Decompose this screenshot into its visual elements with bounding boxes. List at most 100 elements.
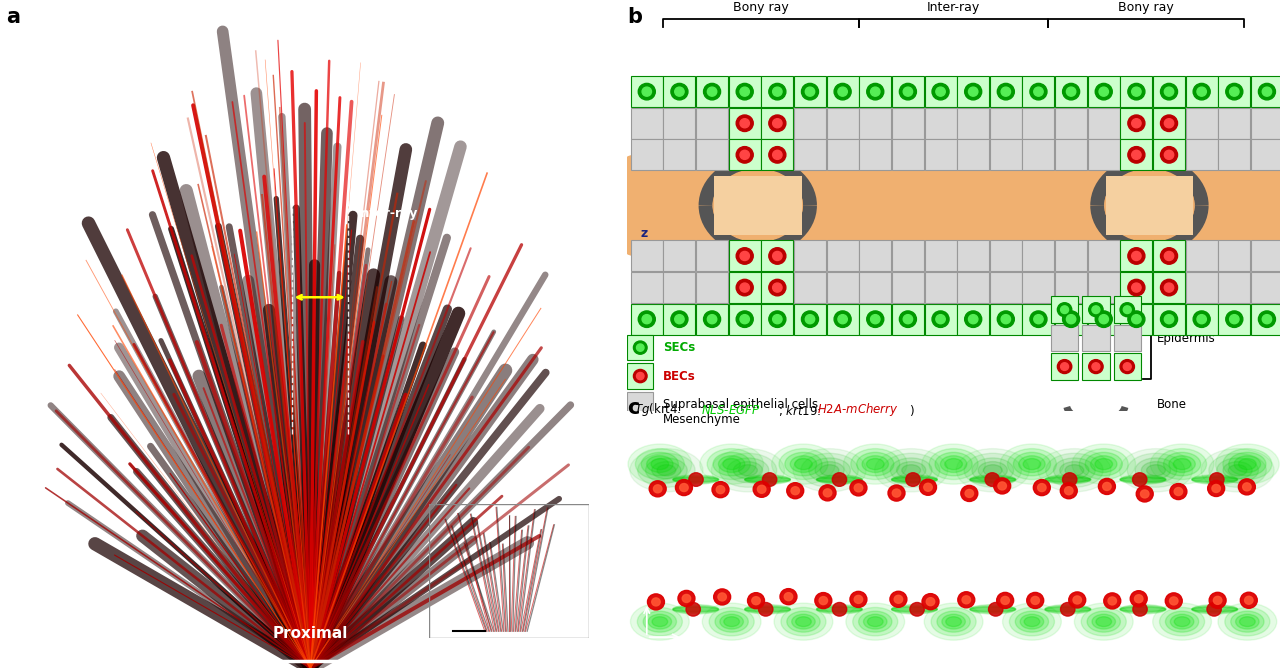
Circle shape — [910, 603, 924, 616]
FancyBboxPatch shape — [924, 76, 956, 107]
Text: x: x — [46, 602, 54, 615]
Circle shape — [1244, 597, 1253, 605]
Text: Epidermis: Epidermis — [1157, 331, 1216, 345]
Ellipse shape — [817, 606, 863, 613]
FancyBboxPatch shape — [957, 108, 989, 139]
FancyBboxPatch shape — [957, 304, 989, 335]
Ellipse shape — [1044, 475, 1091, 484]
Circle shape — [1100, 87, 1108, 96]
Ellipse shape — [1135, 458, 1176, 482]
FancyBboxPatch shape — [663, 76, 695, 107]
Circle shape — [965, 311, 982, 327]
Ellipse shape — [790, 456, 817, 472]
Ellipse shape — [1222, 462, 1252, 479]
Ellipse shape — [733, 462, 763, 479]
Ellipse shape — [739, 465, 758, 476]
Circle shape — [1165, 593, 1183, 609]
Ellipse shape — [970, 605, 1015, 614]
Ellipse shape — [712, 449, 785, 492]
Circle shape — [1062, 84, 1079, 100]
FancyBboxPatch shape — [827, 140, 859, 170]
Circle shape — [1174, 488, 1183, 496]
Ellipse shape — [817, 478, 863, 482]
Circle shape — [801, 311, 818, 327]
Ellipse shape — [817, 605, 863, 614]
Ellipse shape — [856, 452, 893, 476]
Circle shape — [718, 593, 727, 601]
Circle shape — [769, 311, 786, 327]
Circle shape — [1120, 359, 1134, 373]
Circle shape — [1140, 490, 1149, 498]
FancyBboxPatch shape — [1055, 140, 1087, 170]
Circle shape — [867, 311, 883, 327]
FancyBboxPatch shape — [631, 240, 663, 271]
FancyBboxPatch shape — [989, 108, 1021, 139]
Circle shape — [636, 344, 644, 351]
Circle shape — [1057, 359, 1071, 373]
Ellipse shape — [1071, 444, 1135, 484]
Circle shape — [773, 87, 782, 96]
Circle shape — [1030, 597, 1039, 605]
FancyBboxPatch shape — [794, 304, 826, 335]
Circle shape — [1120, 303, 1134, 317]
Circle shape — [740, 283, 749, 292]
Circle shape — [740, 315, 749, 324]
Circle shape — [1240, 593, 1257, 609]
FancyBboxPatch shape — [762, 108, 794, 139]
Circle shape — [1030, 84, 1047, 100]
Ellipse shape — [859, 611, 892, 632]
Ellipse shape — [1142, 462, 1171, 479]
Circle shape — [736, 115, 753, 132]
Text: Proximal: Proximal — [273, 627, 348, 641]
Circle shape — [791, 487, 800, 495]
FancyBboxPatch shape — [696, 108, 728, 139]
Ellipse shape — [745, 606, 791, 613]
Ellipse shape — [1201, 449, 1274, 492]
Circle shape — [1170, 484, 1187, 500]
Ellipse shape — [628, 444, 691, 484]
Ellipse shape — [1229, 465, 1247, 476]
FancyBboxPatch shape — [924, 272, 956, 303]
Ellipse shape — [882, 454, 940, 487]
Circle shape — [815, 593, 832, 609]
Circle shape — [892, 489, 901, 497]
FancyBboxPatch shape — [631, 140, 663, 170]
Circle shape — [997, 311, 1014, 327]
Ellipse shape — [942, 615, 965, 629]
FancyBboxPatch shape — [1219, 272, 1251, 303]
FancyBboxPatch shape — [1055, 240, 1087, 271]
FancyBboxPatch shape — [1153, 240, 1185, 271]
FancyBboxPatch shape — [762, 76, 794, 107]
FancyBboxPatch shape — [957, 140, 989, 170]
FancyBboxPatch shape — [1082, 325, 1110, 351]
FancyBboxPatch shape — [1219, 240, 1251, 271]
Circle shape — [736, 279, 753, 296]
Circle shape — [993, 478, 1011, 494]
Circle shape — [704, 311, 721, 327]
FancyBboxPatch shape — [1251, 272, 1280, 303]
FancyBboxPatch shape — [1185, 108, 1217, 139]
Circle shape — [888, 485, 905, 501]
Ellipse shape — [1234, 456, 1261, 472]
Ellipse shape — [673, 476, 718, 483]
Text: Bone: Bone — [1157, 398, 1188, 411]
Circle shape — [906, 473, 920, 486]
Ellipse shape — [727, 458, 769, 482]
FancyBboxPatch shape — [892, 240, 924, 271]
Circle shape — [870, 87, 879, 96]
Ellipse shape — [861, 456, 888, 472]
Ellipse shape — [652, 462, 681, 479]
Ellipse shape — [970, 475, 1015, 484]
Circle shape — [736, 311, 753, 327]
Ellipse shape — [646, 456, 673, 472]
Ellipse shape — [673, 607, 718, 611]
Ellipse shape — [1087, 611, 1120, 632]
Ellipse shape — [922, 444, 986, 484]
Ellipse shape — [1192, 476, 1238, 483]
FancyBboxPatch shape — [1120, 140, 1152, 170]
Ellipse shape — [700, 444, 763, 484]
Ellipse shape — [635, 449, 685, 480]
Circle shape — [904, 315, 913, 324]
Ellipse shape — [645, 458, 687, 482]
Ellipse shape — [1120, 475, 1166, 484]
